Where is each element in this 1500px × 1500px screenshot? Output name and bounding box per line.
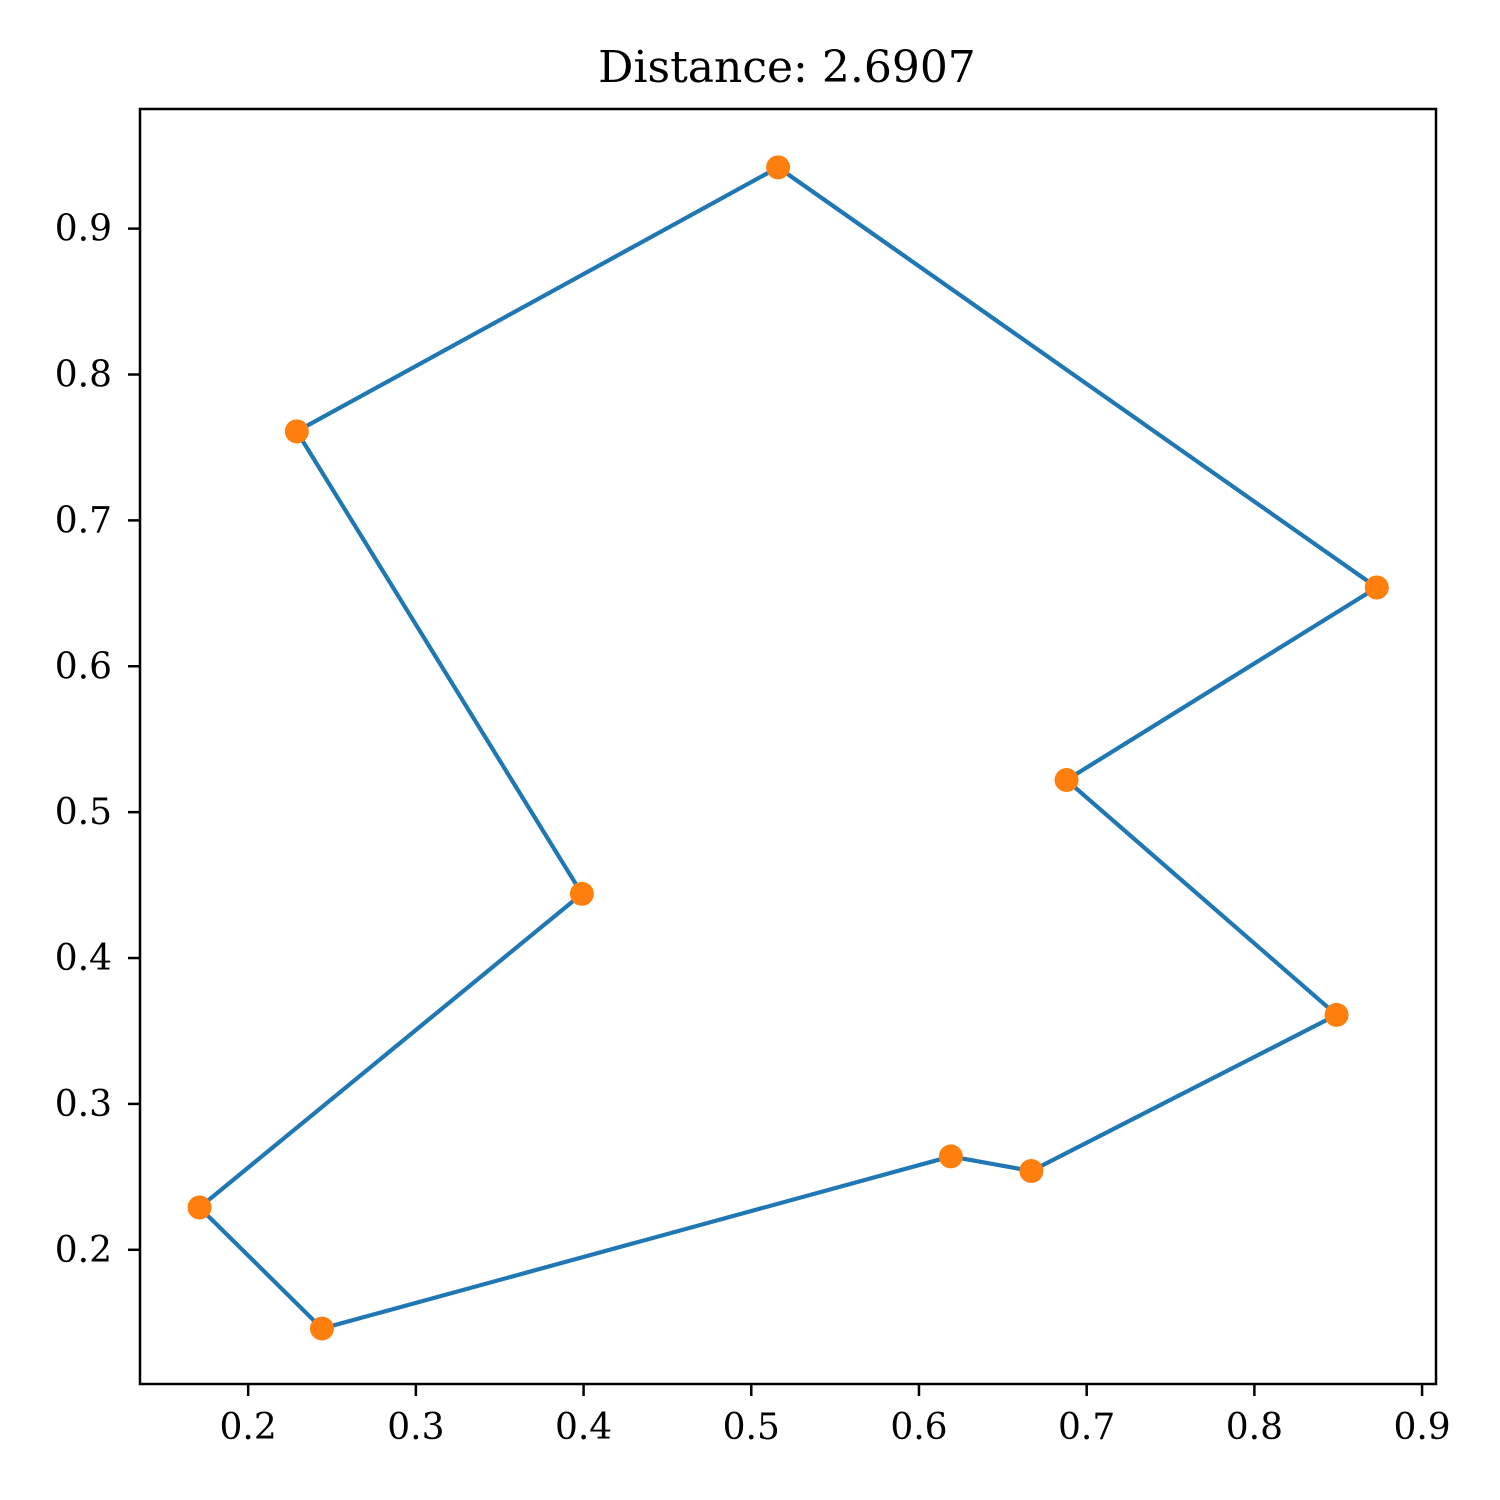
y-tick-label: 0.9 — [55, 209, 112, 250]
route-point — [1364, 575, 1389, 600]
y-tick-label: 0.6 — [55, 646, 112, 687]
y-tick-label: 0.2 — [55, 1230, 112, 1271]
route-point — [1054, 768, 1079, 793]
route-point — [1324, 1002, 1349, 1027]
y-tick-label: 0.8 — [55, 355, 112, 396]
route-point — [569, 881, 594, 906]
x-tick-label: 0.8 — [1226, 1407, 1283, 1448]
plot-frame — [138, 107, 1438, 1386]
x-tick-label: 0.7 — [1058, 1407, 1115, 1448]
route-point — [309, 1316, 334, 1341]
x-tick-label: 0.4 — [555, 1407, 612, 1448]
chart-title: Distance: 2.6907 — [598, 42, 976, 93]
y-tick-label: 0.7 — [55, 500, 112, 541]
route-point — [187, 1195, 212, 1220]
x-axis: 0.2 0.3 0.4 0.5 0.6 0.7 0.8 0.9 — [220, 1384, 1451, 1448]
route-point — [284, 419, 309, 444]
route-point — [938, 1144, 963, 1169]
x-tick-label: 0.9 — [1393, 1407, 1450, 1448]
route-point — [766, 155, 791, 180]
plot-area — [140, 109, 1436, 1384]
x-tick-label: 0.5 — [723, 1407, 780, 1448]
y-tick-label: 0.5 — [55, 792, 112, 833]
y-axis: 0.2 0.3 0.4 0.5 0.6 0.7 0.8 0.9 — [55, 209, 140, 1271]
x-tick-label: 0.2 — [220, 1407, 277, 1448]
marker-layer — [187, 155, 1389, 1341]
y-tick-label: 0.3 — [55, 1084, 112, 1125]
y-tick-label: 0.4 — [55, 938, 112, 979]
route-point — [1019, 1159, 1044, 1184]
x-tick-label: 0.3 — [387, 1407, 444, 1448]
x-tick-label: 0.6 — [890, 1407, 947, 1448]
